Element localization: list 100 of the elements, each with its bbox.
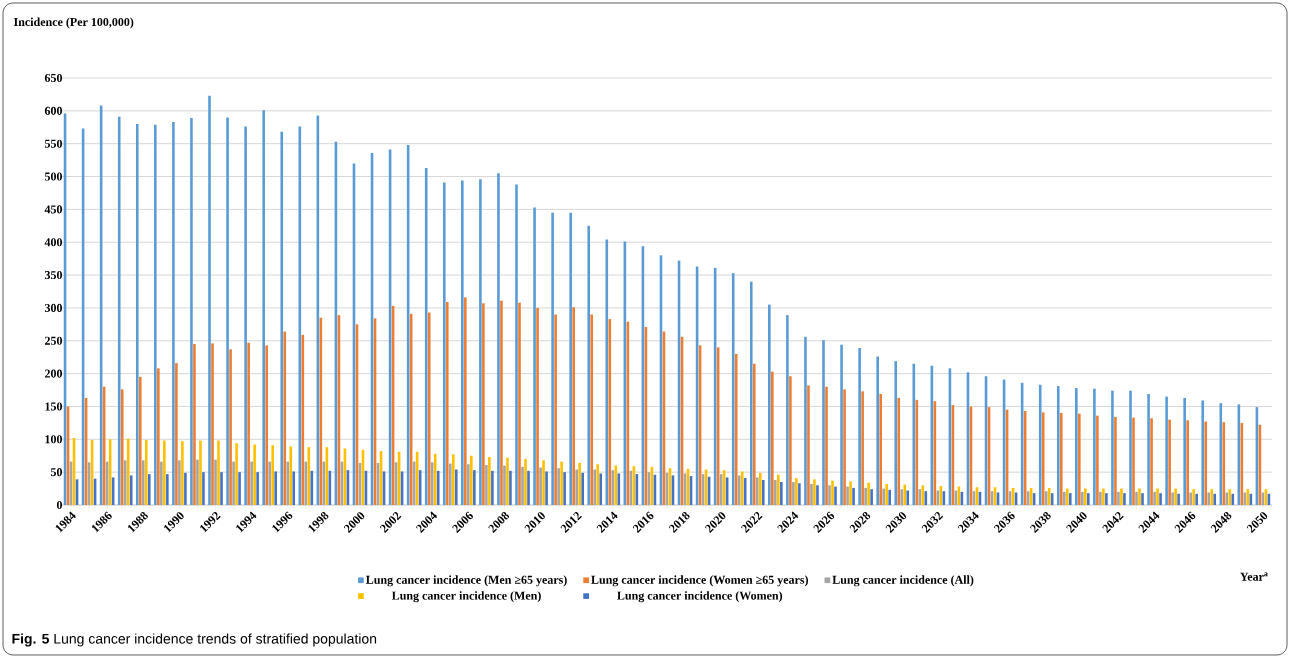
bar bbox=[903, 484, 907, 505]
bar bbox=[157, 368, 160, 505]
bar bbox=[1132, 417, 1135, 505]
bar bbox=[129, 475, 133, 505]
bar bbox=[268, 461, 271, 505]
bar bbox=[1123, 493, 1126, 505]
y-tick-label: 550 bbox=[44, 139, 63, 148]
bar bbox=[774, 480, 777, 505]
bar bbox=[734, 353, 738, 505]
legend-label: Lung cancer incidence (All) bbox=[832, 575, 974, 587]
bar bbox=[743, 478, 747, 505]
bar bbox=[433, 453, 437, 505]
bar bbox=[436, 470, 440, 505]
bar bbox=[614, 465, 618, 505]
bar bbox=[804, 336, 807, 505]
bar bbox=[485, 464, 488, 505]
bar bbox=[202, 472, 205, 505]
y-tick-label: 500 bbox=[44, 172, 63, 181]
bar bbox=[220, 472, 223, 505]
bar bbox=[238, 472, 241, 505]
bar bbox=[280, 131, 284, 505]
bar bbox=[1177, 493, 1180, 505]
bar bbox=[1041, 412, 1045, 505]
legend-label: Lung cancer incidence (Women ≥65 years) bbox=[591, 575, 809, 587]
y-tick-label: 50 bbox=[50, 468, 63, 477]
bar bbox=[813, 479, 816, 505]
bar bbox=[181, 441, 184, 505]
bar bbox=[524, 459, 527, 505]
y-tick-label: 350 bbox=[44, 271, 63, 280]
bar bbox=[175, 363, 178, 505]
bar bbox=[755, 477, 759, 505]
bar bbox=[1038, 384, 1042, 505]
bar bbox=[900, 489, 904, 505]
text: Fig. 5 Lung cancer incidence trends of stratified population bbox=[12, 633, 377, 647]
bar bbox=[599, 473, 603, 505]
bar bbox=[918, 489, 922, 505]
bar bbox=[232, 461, 235, 505]
bar bbox=[1213, 493, 1217, 505]
bar bbox=[1114, 416, 1117, 505]
bar bbox=[1078, 413, 1081, 505]
bar bbox=[864, 487, 867, 505]
y-tick-label: 200 bbox=[44, 369, 63, 378]
bar bbox=[1174, 488, 1177, 505]
bar bbox=[1219, 403, 1223, 505]
bar bbox=[292, 471, 296, 505]
bar bbox=[1141, 493, 1144, 505]
bar bbox=[888, 489, 891, 505]
bar bbox=[590, 314, 594, 505]
bar bbox=[1093, 388, 1096, 505]
bar bbox=[831, 480, 834, 505]
bar bbox=[229, 349, 232, 505]
bar bbox=[572, 307, 575, 505]
legend-label: Lung cancer incidence (Women) bbox=[617, 591, 783, 603]
bar bbox=[924, 491, 928, 505]
bar bbox=[536, 307, 539, 505]
bar bbox=[771, 371, 774, 505]
bar bbox=[1105, 493, 1108, 505]
bar bbox=[539, 467, 542, 505]
bar bbox=[840, 344, 843, 505]
bar bbox=[849, 481, 852, 505]
bar bbox=[126, 438, 130, 505]
bar bbox=[199, 440, 202, 505]
bar bbox=[424, 167, 428, 505]
bar bbox=[160, 461, 163, 505]
bar bbox=[789, 376, 792, 505]
bar bbox=[795, 478, 798, 505]
bar bbox=[518, 302, 521, 505]
bar bbox=[897, 397, 901, 505]
bar bbox=[117, 116, 121, 505]
bar bbox=[274, 471, 277, 505]
y-tick-label: 450 bbox=[44, 205, 63, 214]
bar bbox=[1183, 397, 1186, 505]
bar bbox=[1087, 493, 1090, 505]
y-tick-label: 250 bbox=[44, 336, 63, 345]
bar bbox=[758, 472, 762, 505]
bar bbox=[193, 344, 196, 505]
bar bbox=[1075, 388, 1078, 505]
bar bbox=[798, 483, 801, 505]
bar bbox=[141, 460, 145, 505]
bar bbox=[144, 439, 148, 505]
bar bbox=[825, 386, 828, 505]
bar bbox=[560, 461, 563, 505]
y-tick-label: 100 bbox=[45, 435, 63, 444]
bar bbox=[166, 474, 169, 505]
bar bbox=[527, 470, 530, 505]
bar bbox=[196, 459, 199, 505]
bar bbox=[731, 273, 735, 505]
bar bbox=[253, 444, 256, 505]
bar bbox=[464, 297, 467, 505]
bar bbox=[451, 454, 455, 505]
bar bbox=[184, 472, 187, 505]
bar bbox=[551, 212, 554, 505]
bar bbox=[503, 465, 506, 505]
bar bbox=[557, 468, 560, 505]
bar bbox=[488, 457, 491, 505]
bar bbox=[1204, 421, 1208, 505]
bar bbox=[244, 126, 247, 505]
bar bbox=[448, 463, 452, 505]
bar bbox=[286, 461, 290, 505]
bar bbox=[879, 393, 882, 505]
